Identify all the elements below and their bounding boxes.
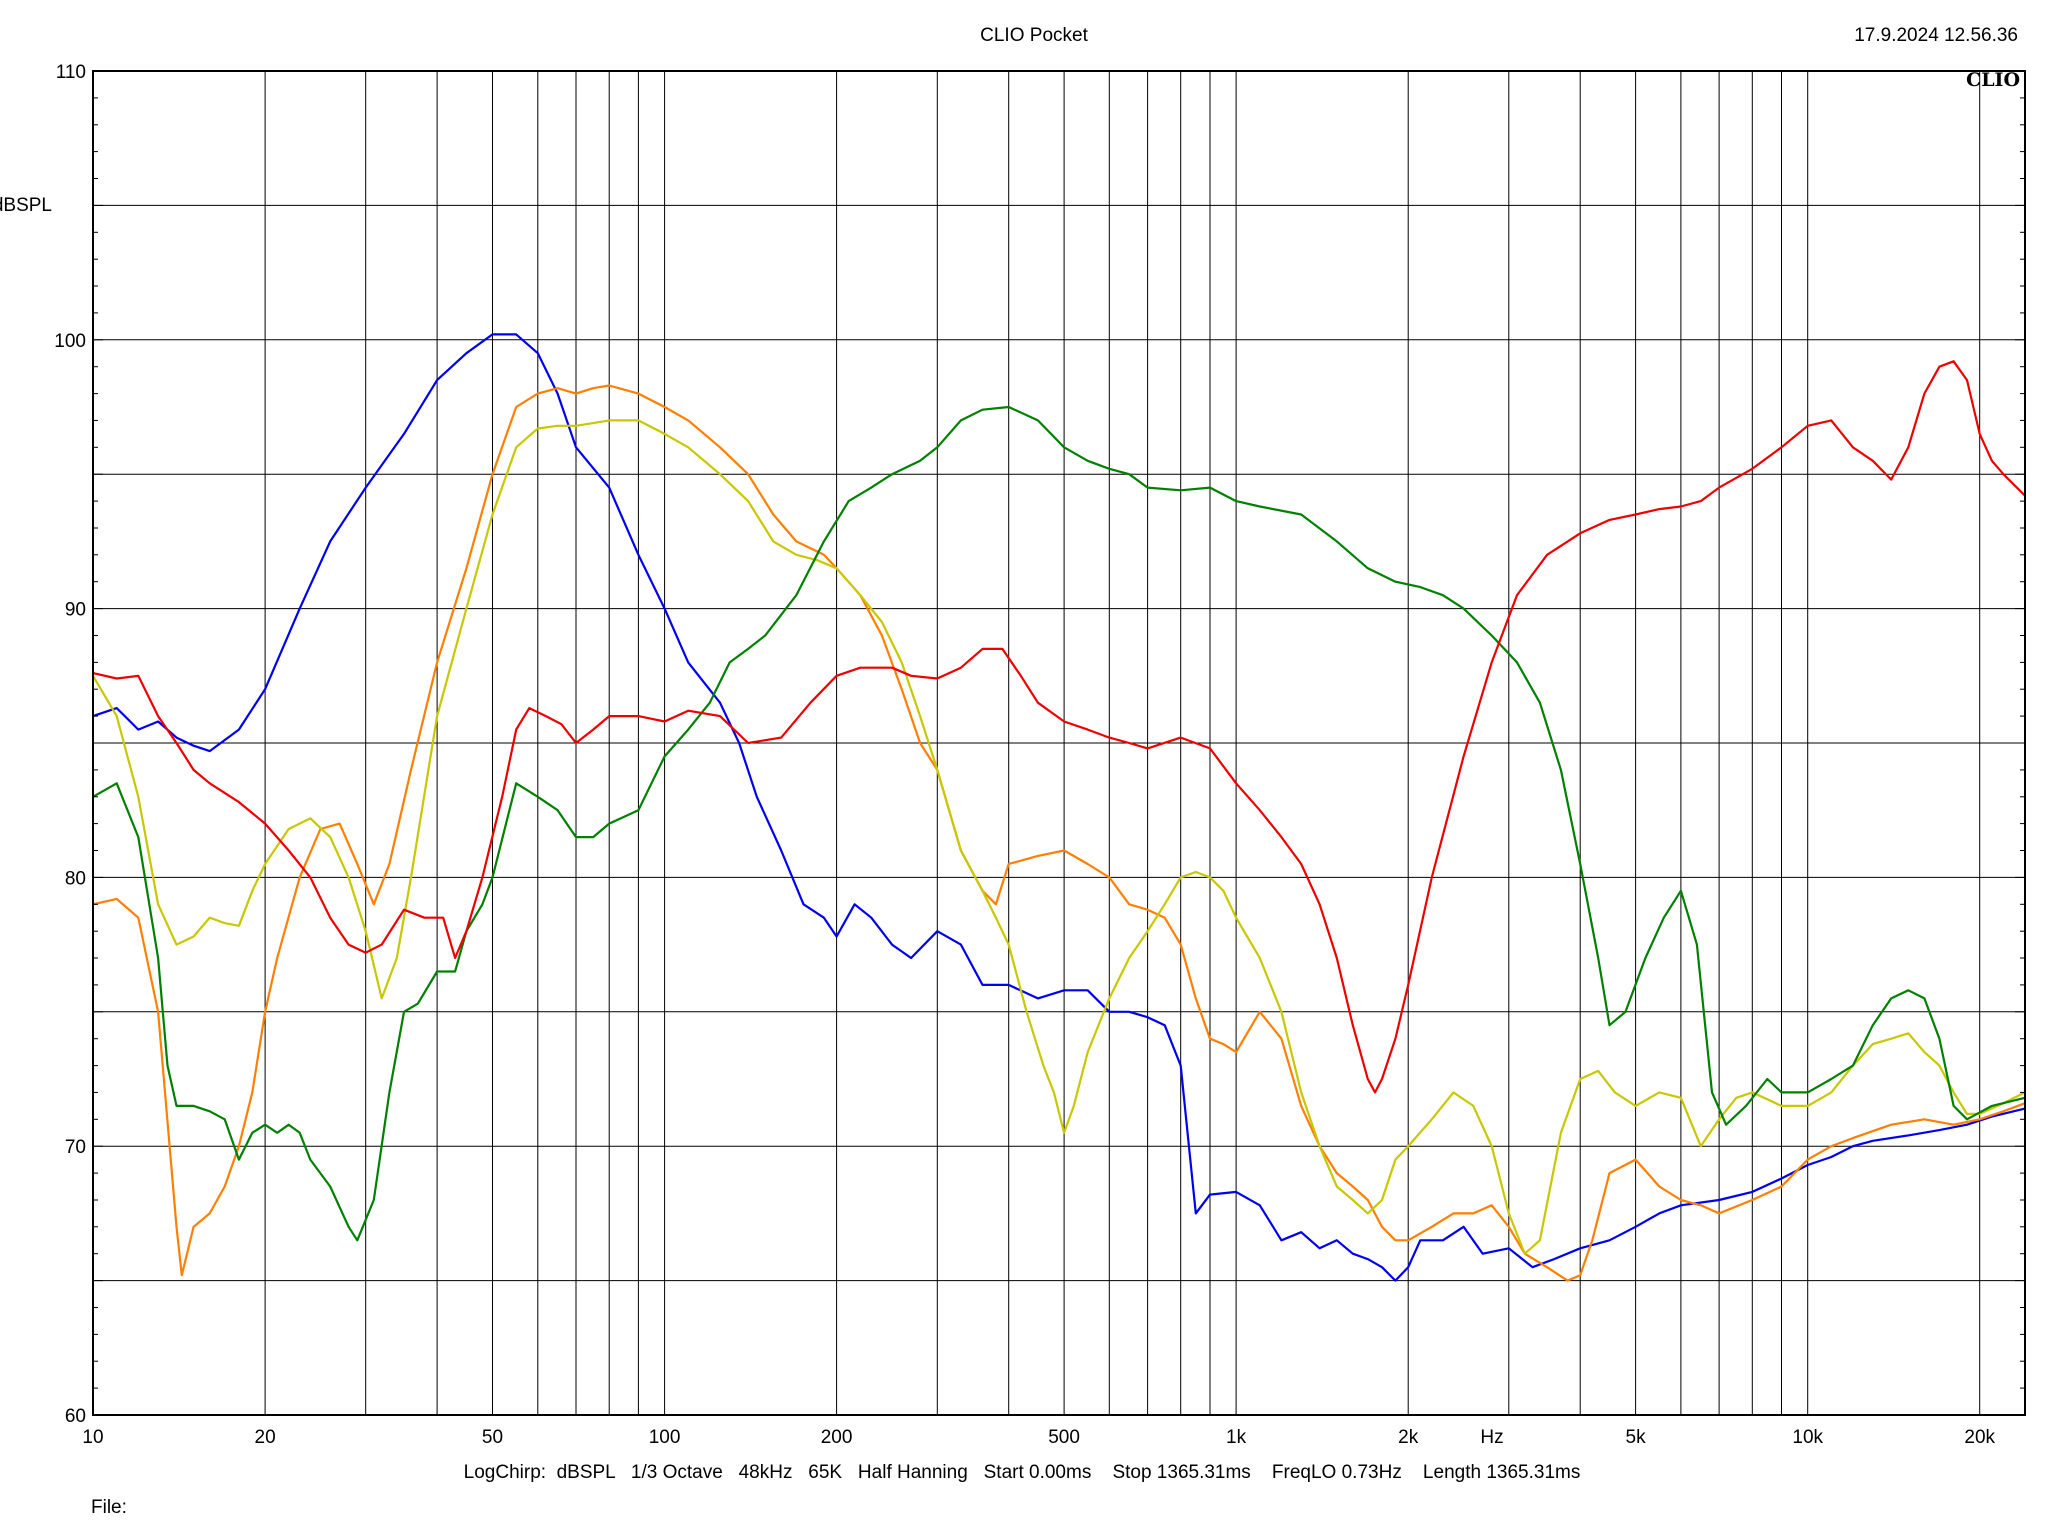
x-tick-label: 100 [649,1427,681,1448]
x-tick-label: 500 [1048,1427,1080,1448]
series-line-4 [92,405,2026,1242]
x-tick-label: 2k [1398,1427,1419,1448]
x-tick-label: 10k [1792,1427,1823,1448]
x-tick-label: 50 [482,1427,503,1448]
series-group [92,333,2026,1282]
x-tick-label: 200 [821,1427,853,1448]
y-tick-label: 80 [65,868,86,889]
y-tick-label: 100 [54,331,86,352]
x-tick-label: 1k [1226,1427,1247,1448]
x-tick-label: 10 [82,1427,103,1448]
x-tick-label: 5k [1626,1427,1647,1448]
y-tick-label: 110 [56,62,86,83]
series-line-5 [92,360,2026,1094]
y-tick-label: 70 [65,1137,86,1158]
y-axis-unit-label: dBSPL [0,195,52,216]
x-axis-unit-label: Hz [1480,1427,1503,1448]
x-tick-label: 20 [255,1427,276,1448]
chart-title: CLIO Pocket [980,25,1088,46]
series-line-2 [92,384,2026,1282]
timestamp: 17.9.2024 12.56.36 [1854,25,2018,46]
x-tick-label: 20k [1964,1427,1995,1448]
y-tick-label: 90 [65,600,86,621]
x-tick-labels: 10 20 50 100 200 500 1k 2k 5k 10k 20k [82,1427,1995,1448]
series-line-3 [92,419,2026,1255]
grid [93,71,2025,1415]
y-tick-labels: 60 70 80 90 100 110 [54,62,2025,1427]
clio-logo: CLIO [1966,69,2020,91]
y-tick-label: 60 [65,1406,86,1427]
measurement-params: LogChirp: dBSPL 1/3 Octave 48kHz 65K Hal… [464,1462,1581,1483]
series-line-1 [92,333,2026,1282]
file-label: File: [91,1497,127,1518]
